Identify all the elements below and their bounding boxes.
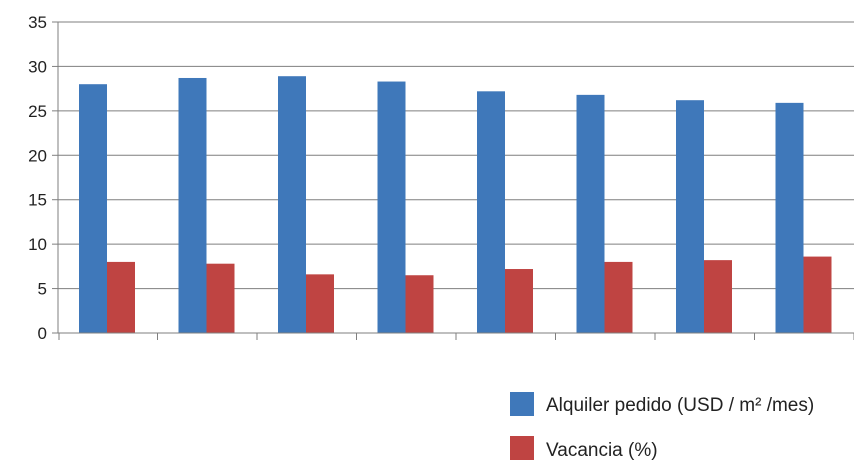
- y-tick-label: 30: [28, 57, 47, 76]
- legend-item-alquiler: Alquiler pedido (USD / m² /mes): [510, 392, 814, 416]
- legend-swatch-vacancia: [510, 436, 534, 460]
- bar-vacancia-7: [704, 260, 732, 333]
- legend-swatch-alquiler: [510, 392, 534, 416]
- axes: [52, 21, 854, 340]
- bar-vacancia-1: [107, 261, 135, 333]
- bar-vacancia-3: [306, 274, 334, 333]
- y-tick-label: 35: [28, 13, 47, 32]
- bar-alquiler-2: [178, 77, 207, 333]
- y-tick-label: 5: [38, 280, 47, 299]
- legend-label-alquiler: Alquiler pedido (USD / m² /mes): [546, 395, 814, 416]
- bar-alquiler-1: [79, 84, 107, 333]
- bar-alquiler-8: [775, 102, 804, 333]
- bar-alquiler-3: [278, 76, 306, 334]
- y-axis-tick-labels: 0 5 10 15 20 25 30 35: [28, 13, 47, 343]
- legend-item-vacancia: Vacancia (%): [510, 436, 658, 461]
- bar-vacancia-8: [803, 256, 832, 333]
- legend: Alquiler pedido (USD / m² /mes) Vacancia…: [510, 392, 814, 461]
- gridlines: [58, 21, 854, 290]
- bar-alquiler-7: [676, 100, 704, 334]
- y-tick-label: 25: [28, 102, 47, 121]
- legend-label-vacancia: Vacancia (%): [546, 440, 658, 461]
- bar-vacancia-5: [505, 269, 533, 333]
- bars: [79, 76, 832, 334]
- y-tick-label: 10: [28, 235, 47, 254]
- bar-vacancia-4: [405, 275, 434, 333]
- bar-vacancia-6: [604, 261, 633, 333]
- bar-vacancia-2: [206, 263, 235, 333]
- bar-alquiler-6: [576, 94, 605, 333]
- y-tick-label: 20: [28, 146, 47, 165]
- y-tick-label: 15: [28, 191, 47, 210]
- y-tick-label: 0: [38, 324, 47, 343]
- bar-alquiler-4: [377, 81, 406, 333]
- bar-alquiler-5: [477, 91, 505, 334]
